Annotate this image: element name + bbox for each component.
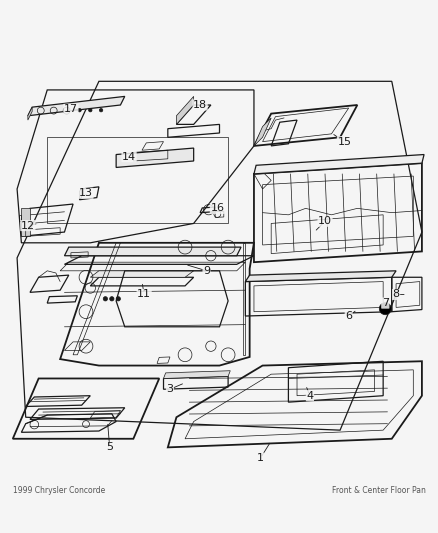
Text: 1999 Chrysler Concorde: 1999 Chrysler Concorde bbox=[13, 486, 105, 495]
Text: 12: 12 bbox=[21, 221, 35, 231]
Circle shape bbox=[88, 108, 92, 112]
Text: 15: 15 bbox=[337, 136, 350, 147]
Text: 4: 4 bbox=[306, 391, 313, 401]
Text: 14: 14 bbox=[122, 152, 136, 161]
Circle shape bbox=[378, 303, 390, 314]
Circle shape bbox=[99, 108, 102, 112]
Text: 3: 3 bbox=[166, 384, 173, 394]
Polygon shape bbox=[21, 208, 30, 236]
Polygon shape bbox=[253, 118, 271, 146]
Polygon shape bbox=[163, 371, 230, 378]
Text: 16: 16 bbox=[210, 204, 224, 213]
Polygon shape bbox=[253, 155, 423, 174]
Text: 8: 8 bbox=[392, 289, 399, 300]
Text: 5: 5 bbox=[106, 442, 113, 453]
Text: 1: 1 bbox=[256, 453, 263, 463]
Text: 10: 10 bbox=[317, 216, 331, 227]
Text: 9: 9 bbox=[202, 266, 210, 276]
Text: 6: 6 bbox=[344, 311, 351, 321]
Circle shape bbox=[78, 108, 81, 112]
Text: 7: 7 bbox=[381, 298, 388, 308]
Polygon shape bbox=[28, 96, 124, 116]
Polygon shape bbox=[79, 189, 81, 200]
Text: 11: 11 bbox=[137, 289, 151, 300]
Polygon shape bbox=[176, 96, 193, 124]
Text: 13: 13 bbox=[79, 188, 93, 198]
Text: 18: 18 bbox=[193, 100, 207, 110]
Text: 17: 17 bbox=[64, 104, 78, 114]
Polygon shape bbox=[64, 247, 240, 256]
Circle shape bbox=[110, 297, 114, 301]
Circle shape bbox=[116, 297, 120, 301]
Polygon shape bbox=[116, 148, 193, 167]
Polygon shape bbox=[90, 271, 193, 277]
Polygon shape bbox=[28, 107, 32, 120]
Circle shape bbox=[103, 297, 107, 301]
Polygon shape bbox=[245, 271, 395, 281]
Text: Front & Center Floor Pan: Front & Center Floor Pan bbox=[332, 486, 425, 495]
